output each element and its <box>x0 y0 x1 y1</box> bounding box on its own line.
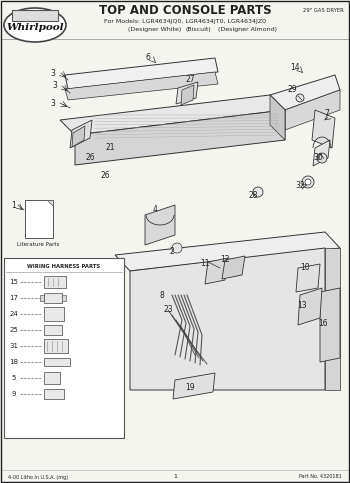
Polygon shape <box>222 256 245 279</box>
Text: 1: 1 <box>12 200 16 210</box>
Circle shape <box>172 243 182 253</box>
Text: (Designer Almond): (Designer Almond) <box>218 28 278 32</box>
Circle shape <box>296 94 304 102</box>
Text: 3: 3 <box>50 69 55 77</box>
Text: Literature Parts: Literature Parts <box>17 242 59 246</box>
Text: 31: 31 <box>9 343 19 349</box>
Polygon shape <box>320 288 340 362</box>
Text: 6: 6 <box>146 53 150 61</box>
Text: 1: 1 <box>173 474 177 480</box>
Text: 11: 11 <box>200 258 210 268</box>
Polygon shape <box>75 110 285 165</box>
Bar <box>4 258 124 438</box>
Bar <box>44 372 60 384</box>
Polygon shape <box>72 126 85 147</box>
Text: 7: 7 <box>324 110 329 118</box>
Polygon shape <box>312 110 335 148</box>
Text: 4-00 Litho In U.S.A. (mg): 4-00 Litho In U.S.A. (mg) <box>8 474 68 480</box>
Text: Whirlpool: Whirlpool <box>6 23 64 31</box>
Text: 27: 27 <box>185 75 195 85</box>
Text: 26: 26 <box>100 170 110 180</box>
Polygon shape <box>270 75 340 110</box>
Circle shape <box>317 153 327 163</box>
Circle shape <box>253 187 263 197</box>
Polygon shape <box>130 248 325 390</box>
Text: 26: 26 <box>85 153 95 161</box>
Bar <box>12 10 58 21</box>
Bar <box>44 339 68 353</box>
Text: 16: 16 <box>318 318 328 327</box>
Bar <box>44 358 70 366</box>
Polygon shape <box>115 232 340 271</box>
Circle shape <box>305 179 311 185</box>
Polygon shape <box>70 120 92 148</box>
Bar <box>44 325 62 335</box>
Text: 3: 3 <box>52 82 57 90</box>
Text: 9: 9 <box>12 391 16 397</box>
Polygon shape <box>325 248 340 390</box>
Text: 19: 19 <box>185 384 195 393</box>
Polygon shape <box>60 95 285 135</box>
Text: 10: 10 <box>300 264 310 272</box>
Text: 23: 23 <box>163 306 173 314</box>
Text: TOP AND CONSOLE PARTS: TOP AND CONSOLE PARTS <box>99 4 271 17</box>
Polygon shape <box>65 58 218 89</box>
Text: 24: 24 <box>10 311 18 317</box>
Text: 12: 12 <box>220 256 230 265</box>
Polygon shape <box>298 288 322 325</box>
Text: 29: 29 <box>287 85 297 95</box>
Text: Part No. 4320181: Part No. 4320181 <box>299 474 342 480</box>
Text: 18: 18 <box>9 359 19 365</box>
Polygon shape <box>205 258 228 284</box>
Bar <box>44 307 64 321</box>
Bar <box>44 389 64 399</box>
Text: 4: 4 <box>153 205 158 214</box>
Polygon shape <box>40 295 44 301</box>
Text: 2: 2 <box>170 247 174 256</box>
Polygon shape <box>176 82 198 104</box>
Text: 32: 32 <box>295 181 305 189</box>
Bar <box>8 195 96 255</box>
Circle shape <box>302 176 314 188</box>
Polygon shape <box>47 200 53 206</box>
Text: 28: 28 <box>248 190 258 199</box>
Text: 8: 8 <box>160 290 164 299</box>
Text: (Biscuit): (Biscuit) <box>185 28 211 32</box>
Text: 14: 14 <box>290 62 300 71</box>
Polygon shape <box>181 85 194 105</box>
Polygon shape <box>313 140 330 166</box>
Text: 3: 3 <box>50 99 55 108</box>
Polygon shape <box>145 205 175 245</box>
Polygon shape <box>173 373 215 399</box>
Polygon shape <box>62 295 66 301</box>
Text: (Designer White): (Designer White) <box>128 28 182 32</box>
Polygon shape <box>65 72 218 100</box>
Text: 17: 17 <box>9 295 19 301</box>
Text: For Models: LGR4634JQ0, LGR4634JT0, LGR4634JZ0: For Models: LGR4634JQ0, LGR4634JT0, LGR4… <box>104 18 266 24</box>
Bar <box>44 293 62 303</box>
Polygon shape <box>270 95 285 140</box>
Text: 25: 25 <box>10 327 18 333</box>
Ellipse shape <box>4 8 66 42</box>
Text: 21: 21 <box>105 143 115 153</box>
Polygon shape <box>285 90 340 130</box>
Text: 29" GAS DRYER: 29" GAS DRYER <box>303 9 344 14</box>
Text: 30: 30 <box>313 154 323 162</box>
Polygon shape <box>296 264 320 292</box>
Text: 5: 5 <box>12 375 16 381</box>
Text: 13: 13 <box>297 300 307 310</box>
Bar <box>25 200 53 238</box>
Text: 15: 15 <box>9 279 19 285</box>
Text: WIRING HARNESS PARTS: WIRING HARNESS PARTS <box>27 264 100 269</box>
Bar <box>44 276 66 288</box>
